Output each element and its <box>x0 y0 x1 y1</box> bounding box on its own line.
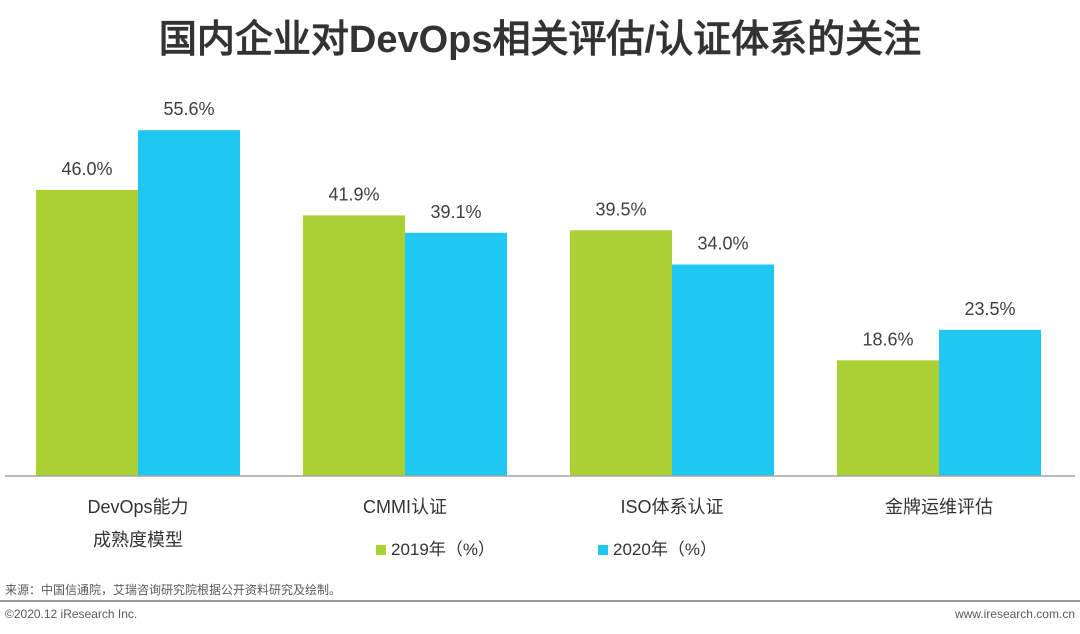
data-label-s2-c4: 23.5% <box>964 299 1015 319</box>
legend-item-2020: 2020年（%） <box>598 538 717 562</box>
legend-item-2019: 2019年（%） <box>376 538 495 562</box>
category-label: ISO体系认证 <box>620 497 724 517</box>
chart-title: 国内企业对DevOps相关评估/认证体系的关注 <box>158 19 922 61</box>
data-label-s2-c3: 34.0% <box>697 234 748 254</box>
source-note: 来源：中国信通院，艾瑞咨询研究院根据公开资料研究及绘制。 <box>5 583 342 597</box>
copyright-text: ©2020.12 iResearch Inc. <box>5 607 138 621</box>
category-label: 金牌运维评估 <box>885 497 993 517</box>
footer-divider <box>0 600 1080 602</box>
bar-s1-c1 <box>36 189 138 476</box>
website-link[interactable]: www.iresearch.com.cn <box>954 607 1075 621</box>
bar-s1-c2 <box>303 215 405 476</box>
legend-label-2020: 2020年（%） <box>613 540 717 559</box>
data-label-s1-c2: 41.9% <box>328 184 379 204</box>
data-label-s1-c1: 46.0% <box>61 159 112 179</box>
category-label: DevOps能力 成熟度模型 <box>87 497 189 550</box>
bar-s2-c3 <box>672 264 774 476</box>
legend-label-2019: 2019年（%） <box>391 540 495 559</box>
bar-s2-c2 <box>405 232 507 476</box>
bar-s1-c3 <box>570 230 672 476</box>
data-label-s2-c1: 55.6% <box>163 99 214 119</box>
bar-s2-c4 <box>939 329 1041 476</box>
legend-swatch-2020 <box>598 545 608 555</box>
data-label-s1-c4: 18.6% <box>862 329 913 349</box>
category-label: CMMI认证 <box>363 497 447 517</box>
data-label-s2-c2: 39.1% <box>430 202 481 222</box>
bar-s1-c4 <box>837 360 939 476</box>
legend-swatch-2019 <box>376 545 386 555</box>
bar-s2-c1 <box>138 130 240 476</box>
data-label-s1-c3: 39.5% <box>595 199 646 219</box>
